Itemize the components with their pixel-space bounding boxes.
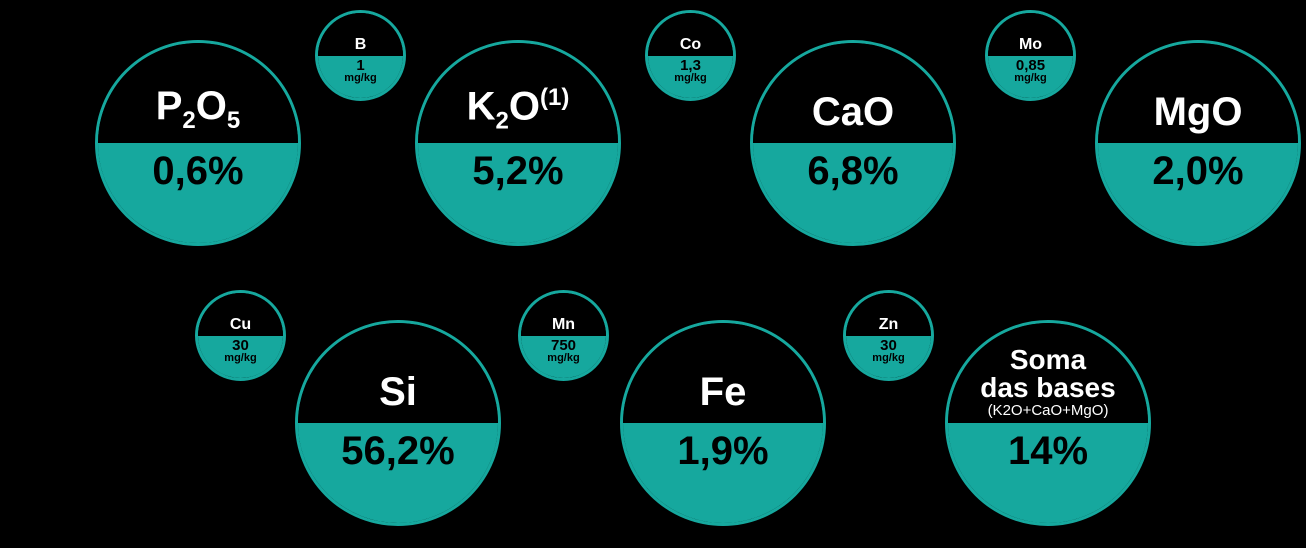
micro-unit-cu: mg/kg: [224, 353, 256, 364]
micro-unit-zn: mg/kg: [872, 353, 904, 364]
small-circle-zn-top: Zn: [846, 293, 931, 336]
micro-value-mo: 0,85: [1016, 56, 1045, 73]
micro-label-zn: Zn: [879, 316, 899, 336]
micro-value-mn: 750: [551, 336, 576, 353]
big-circle-si-bottom: 56,2%: [298, 423, 498, 523]
element-label-p2o5: P2O5: [156, 84, 241, 143]
element-label-mgo: MgO: [1154, 90, 1243, 143]
element-value-k2o: 5,2%: [472, 143, 563, 194]
big-circle-sum: Somadas bases(K2O+CaO+MgO)14%: [945, 320, 1151, 526]
sum-value: 14%: [1008, 423, 1088, 474]
micro-unit-co: mg/kg: [674, 73, 706, 84]
micro-unit-b: mg/kg: [344, 73, 376, 84]
micro-label-co: Co: [680, 36, 701, 56]
small-circle-co-top: Co: [648, 13, 733, 56]
small-circle-mo-top: Mo: [988, 13, 1073, 56]
big-circle-sum-bottom: 14%: [948, 423, 1148, 523]
micro-value-b: 1: [356, 56, 364, 73]
micro-value-co: 1,3: [680, 56, 701, 73]
big-circle-fe-top: Fe: [623, 323, 823, 423]
micro-unit-mo: mg/kg: [1014, 73, 1046, 84]
element-label-k2o: K2O(1): [467, 84, 570, 143]
big-circle-p2o5-top: P2O5: [98, 43, 298, 143]
sum-line2: das bases: [980, 374, 1115, 402]
micro-value-cu: 30: [232, 336, 249, 353]
small-circle-zn-bottom: 30mg/kg: [846, 336, 931, 379]
big-circle-cao: CaO6,8%: [750, 40, 956, 246]
sum-title: Soma: [1010, 346, 1086, 374]
element-value-fe: 1,9%: [677, 423, 768, 474]
micro-label-b: B: [355, 36, 367, 56]
element-value-mgo: 2,0%: [1152, 143, 1243, 194]
big-circle-si: Si56,2%: [295, 320, 501, 526]
big-circle-k2o: K2O(1)5,2%: [415, 40, 621, 246]
small-circle-b-top: B: [318, 13, 403, 56]
small-circle-co-bottom: 1,3mg/kg: [648, 56, 733, 99]
big-circle-p2o5: P2O50,6%: [95, 40, 301, 246]
element-value-si: 56,2%: [341, 423, 454, 474]
micro-unit-mn: mg/kg: [547, 353, 579, 364]
micro-label-mo: Mo: [1019, 36, 1042, 56]
small-circle-mn: Mn750mg/kg: [518, 290, 609, 381]
big-circle-mgo-bottom: 2,0%: [1098, 143, 1298, 243]
big-circle-k2o-bottom: 5,2%: [418, 143, 618, 243]
small-circle-b-bottom: 1mg/kg: [318, 56, 403, 99]
element-label-cao: CaO: [812, 90, 894, 143]
small-circle-b: B1mg/kg: [315, 10, 406, 101]
element-value-p2o5: 0,6%: [152, 143, 243, 194]
micro-value-zn: 30: [880, 336, 897, 353]
big-circle-p2o5-bottom: 0,6%: [98, 143, 298, 243]
small-circle-mn-bottom: 750mg/kg: [521, 336, 606, 379]
big-circle-mgo: MgO2,0%: [1095, 40, 1301, 246]
micro-label-mn: Mn: [552, 316, 575, 336]
big-circle-sum-top: Somadas bases(K2O+CaO+MgO): [948, 323, 1148, 423]
small-circle-zn: Zn30mg/kg: [843, 290, 934, 381]
small-circle-cu-bottom: 30mg/kg: [198, 336, 283, 379]
small-circle-cu-top: Cu: [198, 293, 283, 336]
small-circle-mo-bottom: 0,85mg/kg: [988, 56, 1073, 99]
small-circle-mo: Mo0,85mg/kg: [985, 10, 1076, 101]
small-circle-mn-top: Mn: [521, 293, 606, 336]
element-value-cao: 6,8%: [807, 143, 898, 194]
big-circle-cao-top: CaO: [753, 43, 953, 143]
small-circle-cu: Cu30mg/kg: [195, 290, 286, 381]
big-circle-cao-bottom: 6,8%: [753, 143, 953, 243]
big-circle-mgo-top: MgO: [1098, 43, 1298, 143]
big-circle-fe-bottom: 1,9%: [623, 423, 823, 523]
infographic-stage: P2O50,6% K2O(1)5,2% CaO6,8% MgO2,0% Si56,2% F…: [0, 0, 1306, 548]
big-circle-fe: Fe1,9%: [620, 320, 826, 526]
sum-subtitle: (K2O+CaO+MgO): [988, 402, 1109, 423]
big-circle-si-top: Si: [298, 323, 498, 423]
big-circle-k2o-top: K2O(1): [418, 43, 618, 143]
element-label-fe: Fe: [700, 370, 747, 423]
micro-label-cu: Cu: [230, 316, 251, 336]
small-circle-co: Co1,3mg/kg: [645, 10, 736, 101]
element-label-si: Si: [379, 370, 417, 423]
